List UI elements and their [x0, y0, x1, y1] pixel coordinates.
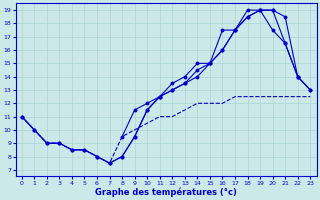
X-axis label: Graphe des températures (°c): Graphe des températures (°c): [95, 187, 237, 197]
